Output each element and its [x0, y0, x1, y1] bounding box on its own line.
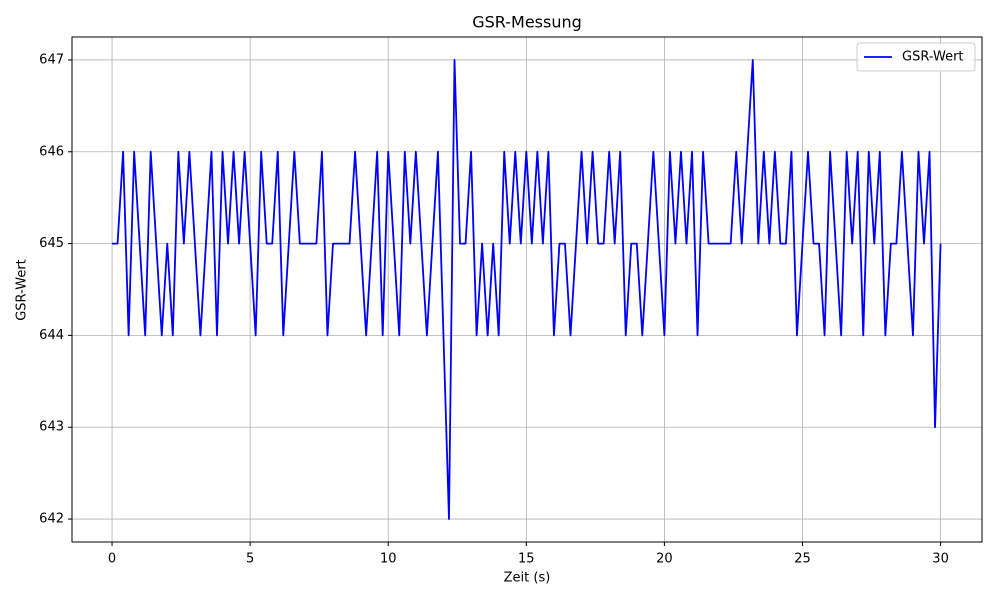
- data-line: [112, 59, 942, 520]
- legend-box: [856, 42, 976, 72]
- x-tick-label: 15: [518, 552, 535, 567]
- y-tick-label: 646: [39, 144, 64, 159]
- x-axis-label: Zeit (s): [504, 571, 551, 586]
- x-tick-label: 25: [794, 552, 811, 567]
- x-tick-label: 0: [108, 552, 116, 567]
- y-axis-label: GSR-Wert: [15, 259, 30, 321]
- y-tick-label: 642: [39, 512, 64, 527]
- y-tick-label: 644: [39, 328, 64, 343]
- axes-frame: [71, 36, 983, 543]
- y-tick-label: 645: [39, 236, 64, 251]
- legend: GSR-Wert: [856, 42, 976, 72]
- x-tick-label: 10: [380, 552, 397, 567]
- x-tick-label: 20: [656, 552, 673, 567]
- plot-area: [72, 37, 982, 542]
- y-tick-label: 647: [39, 52, 64, 67]
- chart-title: GSR-Messung: [472, 13, 582, 32]
- x-tick-label: 5: [246, 552, 254, 567]
- legend-label: GSR-Wert: [902, 50, 964, 65]
- y-tick-label: 643: [39, 420, 64, 435]
- x-tick-label: 30: [932, 552, 949, 567]
